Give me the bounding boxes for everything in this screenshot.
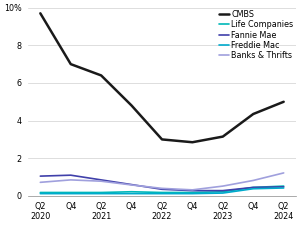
Freddie Mac bbox=[130, 192, 134, 195]
Banks & Thrifts bbox=[69, 178, 73, 181]
Banks & Thrifts bbox=[160, 187, 164, 190]
Line: Banks & Thrifts: Banks & Thrifts bbox=[40, 173, 284, 190]
CMBS bbox=[190, 141, 194, 144]
CMBS bbox=[130, 104, 134, 107]
Banks & Thrifts bbox=[251, 179, 255, 182]
Fannie Mae bbox=[282, 185, 286, 188]
Life Companies bbox=[99, 191, 103, 194]
Freddie Mac bbox=[160, 192, 164, 195]
Fannie Mae bbox=[160, 188, 164, 191]
Line: CMBS: CMBS bbox=[40, 13, 284, 142]
Fannie Mae bbox=[130, 183, 134, 186]
Life Companies bbox=[130, 190, 134, 193]
Freddie Mac bbox=[282, 187, 286, 189]
Life Companies bbox=[221, 190, 225, 193]
Line: Fannie Mae: Fannie Mae bbox=[40, 175, 284, 191]
Freddie Mac bbox=[99, 192, 103, 195]
Legend: CMBS, Life Companies, Fannie Mae, Freddie Mac, Banks & Thrifts: CMBS, Life Companies, Fannie Mae, Freddi… bbox=[218, 9, 294, 61]
Line: Life Companies: Life Companies bbox=[40, 186, 284, 193]
Life Companies bbox=[190, 191, 194, 194]
CMBS bbox=[282, 100, 286, 103]
Freddie Mac bbox=[221, 192, 225, 194]
Life Companies bbox=[38, 191, 42, 194]
Freddie Mac bbox=[190, 192, 194, 195]
CMBS bbox=[69, 63, 73, 65]
Fannie Mae bbox=[251, 186, 255, 189]
Life Companies bbox=[160, 191, 164, 194]
Banks & Thrifts bbox=[38, 181, 42, 184]
Banks & Thrifts bbox=[282, 172, 286, 174]
Banks & Thrifts bbox=[221, 185, 225, 187]
Fannie Mae bbox=[99, 178, 103, 181]
Freddie Mac bbox=[69, 192, 73, 195]
Life Companies bbox=[69, 191, 73, 194]
Banks & Thrifts bbox=[190, 189, 194, 191]
Life Companies bbox=[282, 185, 286, 187]
CMBS bbox=[99, 74, 103, 77]
Fannie Mae bbox=[190, 189, 194, 192]
Freddie Mac bbox=[38, 192, 42, 195]
CMBS bbox=[38, 12, 42, 15]
CMBS bbox=[160, 138, 164, 141]
CMBS bbox=[251, 113, 255, 115]
CMBS bbox=[221, 135, 225, 138]
Fannie Mae bbox=[221, 189, 225, 192]
Banks & Thrifts bbox=[99, 180, 103, 182]
Life Companies bbox=[251, 186, 255, 189]
Fannie Mae bbox=[38, 175, 42, 178]
Line: Freddie Mac: Freddie Mac bbox=[40, 188, 284, 194]
Banks & Thrifts bbox=[130, 184, 134, 186]
Freddie Mac bbox=[251, 187, 255, 190]
Fannie Mae bbox=[69, 174, 73, 177]
